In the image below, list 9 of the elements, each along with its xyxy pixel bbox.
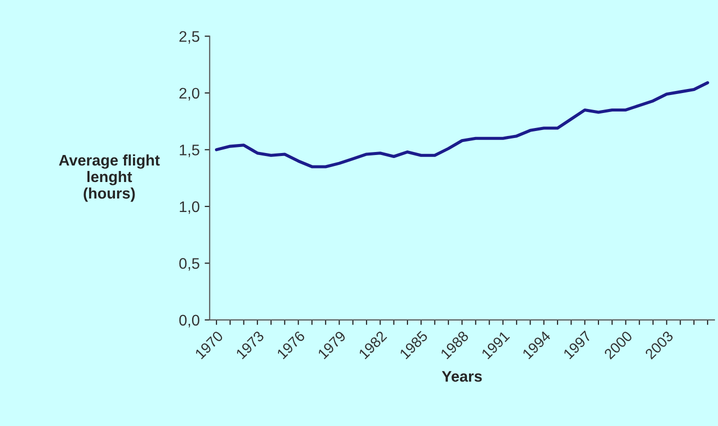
y-tick-label: 2,5 [179,31,200,44]
y-tick-label: 0,5 [179,258,200,271]
y-axis-title: Average flight lenght (hours) [58,154,160,202]
y-tick-label: 2,0 [179,88,200,100]
y-tick-label: 1,5 [180,144,200,158]
x-axis-title: Years [442,371,482,382]
y-tick-label: 0,0 [179,314,200,328]
y-tick-label: 1,0 [180,201,200,214]
line-series [214,81,710,168]
